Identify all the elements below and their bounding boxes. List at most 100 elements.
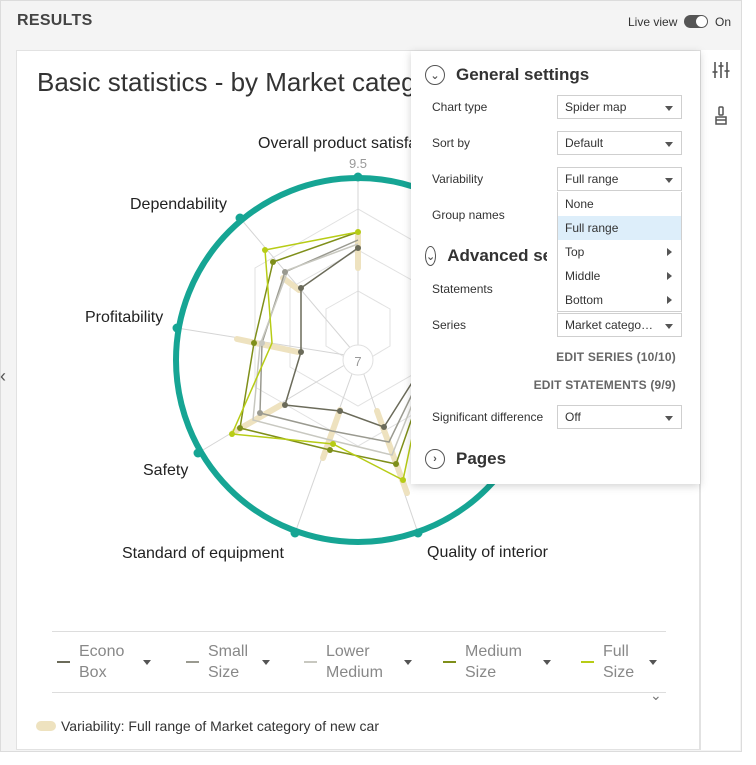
results-header: RESULTS Live view On [1, 1, 741, 43]
outer-tick-label: 9.5 [349, 156, 367, 171]
legend-caret-icon[interactable] [543, 659, 551, 665]
significant-difference-value: Off [565, 410, 581, 424]
series-point [259, 340, 265, 346]
variability-dropdown-menu: None Full range Top Middle Bottom [557, 192, 682, 312]
variability-option-bottom[interactable]: Bottom [558, 288, 681, 312]
legend-label: Econo Box [79, 643, 125, 681]
legend-item-full-size[interactable]: Full Size [581, 640, 657, 684]
chart-type-label: Chart type [432, 100, 488, 114]
advanced-settings-header[interactable]: ⌄ Advanced settings [425, 246, 547, 266]
significant-difference-select[interactable]: Off [557, 405, 682, 429]
variability-option-full-range[interactable]: Full range [558, 216, 681, 240]
legend-label: Small Size [208, 643, 249, 681]
variability-select[interactable]: Full range [557, 167, 682, 191]
legend-swatch [581, 661, 594, 663]
center-marker [342, 344, 374, 376]
chevron-down-icon [665, 142, 673, 147]
ring-vertex-dots [172, 172, 423, 538]
chart-settings-panel: ⌄ General settings Chart type Spider map… [411, 51, 700, 484]
pages-header[interactable]: › Pages [425, 449, 506, 469]
settings-sliders-icon[interactable] [710, 59, 732, 81]
series-point [337, 408, 343, 414]
paintbrush-icon-svg [715, 106, 727, 125]
ring-vertex-dot [193, 448, 203, 458]
center-tick-label: 7 [354, 354, 361, 369]
series-point [327, 447, 333, 453]
variability-option-top[interactable]: Top [558, 240, 681, 264]
variability-option-middle[interactable]: Middle [558, 264, 681, 288]
ring-vertex-dot [172, 323, 182, 333]
legend-item-medium-size[interactable]: Medium Size [443, 640, 551, 684]
series-point [262, 247, 268, 253]
chart-type-select[interactable]: Spider map [557, 95, 682, 119]
series-points [229, 229, 406, 483]
axis-label-dependability: Dependability [130, 196, 227, 213]
legend-item-small-size[interactable]: Small Size [186, 640, 270, 684]
legend-caret-icon[interactable] [262, 659, 270, 665]
legend-swatch [186, 661, 199, 663]
variability-band [234, 336, 301, 355]
edit-statements-button[interactable]: EDIT STATEMENTS (9/9) [533, 378, 676, 392]
series-point [251, 340, 257, 346]
series-line-econo-box [284, 247, 421, 428]
advanced-settings-label: Advanced settings [447, 246, 547, 265]
live-view-toggle[interactable] [684, 15, 708, 28]
toggle-knob [696, 16, 707, 27]
ring-vertex-dot [235, 213, 245, 223]
variability-option-none[interactable]: None [565, 197, 594, 211]
collapse-left-chevron-icon[interactable]: ‹ [0, 366, 6, 386]
series-point [393, 461, 399, 467]
edit-series-button[interactable]: EDIT SERIES (10/10) [556, 350, 676, 364]
chevron-down-icon: ⌄ [425, 65, 445, 85]
group-names-label: Group names [432, 208, 505, 222]
legend-caret-icon[interactable] [649, 659, 657, 665]
series-point [237, 425, 243, 431]
paintbrush-icon[interactable] [710, 105, 732, 127]
chevron-right-icon [667, 272, 672, 280]
series-value: Market category of new car [565, 318, 657, 332]
right-tool-rail [700, 50, 740, 750]
series-point [282, 402, 288, 408]
legend-label: Medium Size [465, 643, 522, 681]
chevron-down-icon [665, 178, 673, 183]
series-point [355, 229, 361, 235]
chart-legend: Econo Box Small Size Lower Medium Medium… [52, 631, 666, 693]
axis-label-standard-equipment: Standard of equipment [122, 545, 284, 562]
legend-caret-icon[interactable] [143, 659, 151, 665]
variability-band [280, 275, 302, 293]
legend-item-econo-box[interactable]: Econo Box [57, 640, 151, 684]
live-view-label: Live view [628, 15, 678, 29]
results-title: RESULTS [17, 12, 93, 29]
sort-by-value: Default [565, 136, 604, 150]
sliders-icon-svg [712, 62, 730, 78]
chevron-down-icon [665, 106, 673, 111]
chevron-down-icon: ⌄ [425, 246, 437, 266]
legend-caret-icon[interactable] [404, 659, 412, 665]
legend-item-lower-medium[interactable]: Lower Medium [304, 640, 412, 684]
variability-option-top-label: Top [565, 245, 585, 259]
general-settings-header[interactable]: ⌄ General settings [425, 65, 589, 85]
series-point [229, 431, 235, 437]
series-point [355, 245, 361, 251]
series-point [298, 285, 304, 291]
legend-swatch [304, 661, 317, 663]
series-point [282, 269, 288, 275]
ring-vertex-dot [413, 528, 423, 538]
legend-expand-chevron-icon[interactable]: ⌄ [650, 687, 662, 703]
chevron-right-icon [667, 296, 672, 304]
variability-band [320, 407, 343, 461]
series-select[interactable]: Market category of new car [557, 313, 682, 337]
sort-by-select[interactable]: Default [557, 131, 682, 155]
legend-label: Lower Medium [326, 643, 383, 681]
ring-vertex-dot [353, 172, 363, 182]
pages-label: Pages [456, 449, 507, 468]
axis-label-profitability: Profitability [85, 309, 163, 326]
series-point [330, 441, 336, 447]
general-settings-label: General settings [456, 65, 590, 84]
legend-swatch [443, 661, 456, 663]
variability-swatch [36, 721, 56, 731]
series-point [257, 410, 263, 416]
chevron-down-icon [665, 324, 673, 329]
statements-label: Statements [432, 282, 493, 296]
series-point [381, 424, 387, 430]
